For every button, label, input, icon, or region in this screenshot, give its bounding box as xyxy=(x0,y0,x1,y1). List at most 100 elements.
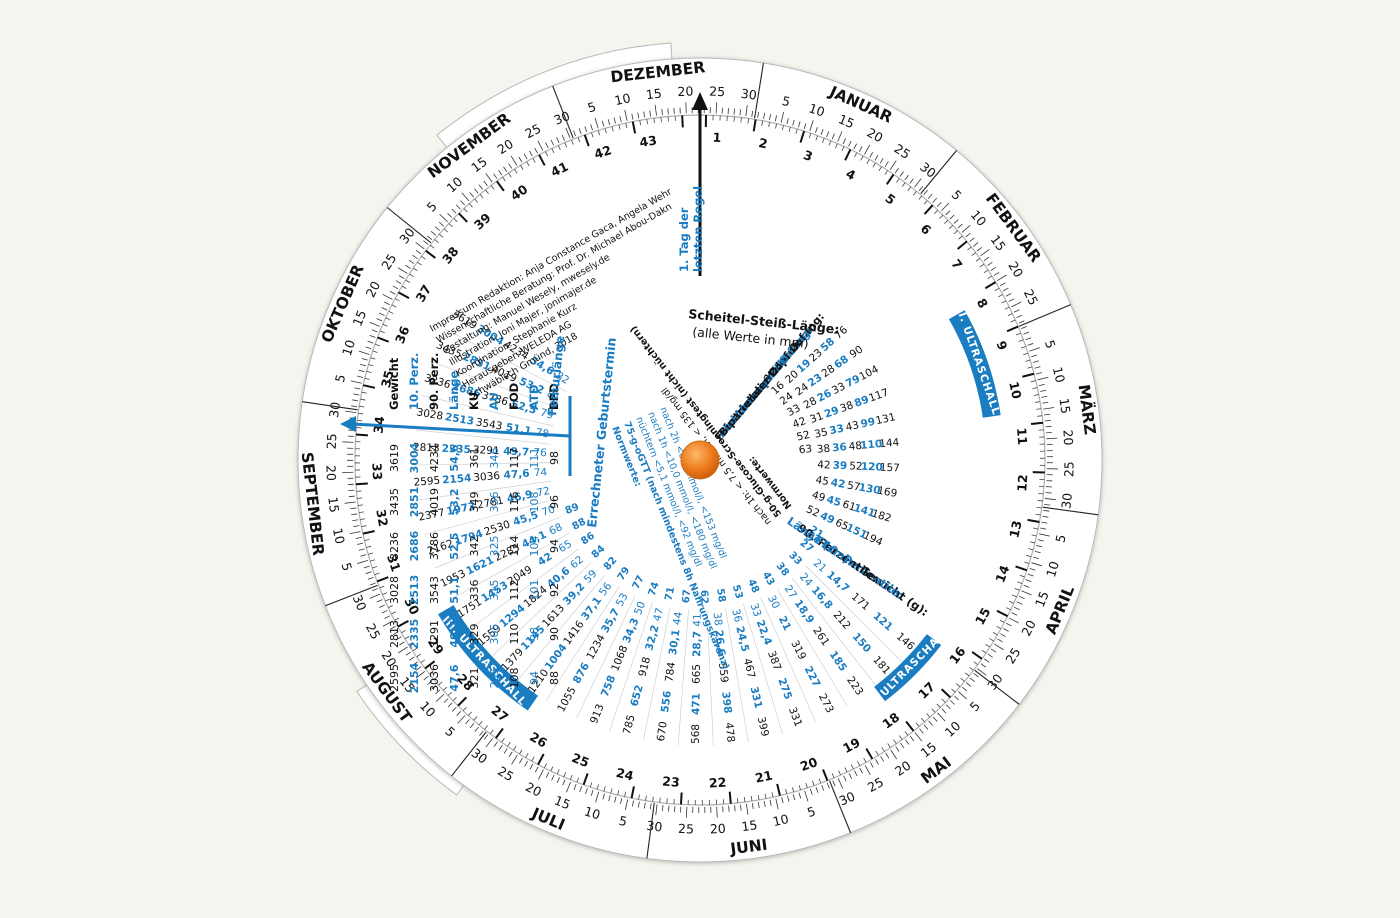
day-number: 20 xyxy=(1060,429,1076,446)
fan-cell: 568 xyxy=(690,724,702,744)
left-cell: 315 xyxy=(488,580,501,601)
left-cell: 336 xyxy=(488,492,501,513)
left-cell: 90 xyxy=(548,627,561,641)
week-number: 23 xyxy=(662,773,681,790)
left-cell: 342 xyxy=(468,536,481,557)
week-tick xyxy=(730,792,731,804)
day-tick xyxy=(717,807,718,818)
upper-cell: 57 xyxy=(846,480,861,494)
upper-cell: 36 xyxy=(832,441,848,454)
week-number: 33 xyxy=(369,463,385,481)
day-number: 15 xyxy=(645,85,663,102)
left-label: FOD xyxy=(507,383,521,410)
day-sub-tick xyxy=(737,798,738,803)
fan-cell: 28,7 xyxy=(691,631,703,657)
upper-cell: 45 xyxy=(815,474,830,488)
left-cell: 117 xyxy=(508,448,521,469)
day-sub-tick xyxy=(357,498,362,499)
left-cell: 110 xyxy=(508,624,521,645)
left-cell: 3543 xyxy=(428,576,441,604)
center-knob[interactable] xyxy=(681,441,719,479)
left-label: ATD xyxy=(527,385,541,410)
left-cell: 3619 xyxy=(388,444,401,472)
left-cell: 346 xyxy=(488,448,501,469)
left-cell: 108 xyxy=(528,492,541,513)
day-number: 20 xyxy=(709,821,726,837)
left-cell: 108 xyxy=(508,668,521,689)
upper-cell: 52 xyxy=(849,460,863,473)
fan-cell: 398 xyxy=(719,691,733,714)
fan-cell: 3036 xyxy=(473,470,501,484)
day-number: 25 xyxy=(1061,461,1076,477)
left-cell: 116 xyxy=(508,492,521,513)
week-tick xyxy=(356,483,368,484)
left-cell: 94 xyxy=(528,671,541,685)
day-sub-tick xyxy=(661,117,662,122)
left-cell: 3004 xyxy=(408,442,421,473)
day-number: 20 xyxy=(323,465,339,481)
day-number: 15 xyxy=(325,496,342,514)
left-cell: 4234 xyxy=(428,444,441,472)
left-cell: 88 xyxy=(548,671,561,685)
week-tick xyxy=(1031,423,1043,424)
day-tick xyxy=(342,442,353,443)
left-cell: 53,2 xyxy=(448,488,461,515)
upper-cell: 48 xyxy=(848,440,862,453)
day-number: 30 xyxy=(646,818,664,835)
left-cell: 3786 xyxy=(428,532,441,560)
day-number: 30 xyxy=(326,401,343,419)
week-number: 11 xyxy=(1014,427,1030,445)
fan-cell: 2595 xyxy=(413,475,441,489)
upper-cell: 38 xyxy=(816,443,830,456)
week-tick xyxy=(356,434,368,435)
lmp-label-line: 1. Tag der xyxy=(677,207,691,272)
left-cell: 3236 xyxy=(388,532,401,560)
left-cell: 98 xyxy=(548,451,561,465)
upper-cell: 120 xyxy=(861,461,883,474)
upper-cell: 39 xyxy=(832,460,847,473)
left-cell: 3028 xyxy=(388,576,401,604)
lmp-label-line: letzten Regel xyxy=(691,186,705,272)
day-tick xyxy=(668,806,669,812)
left-cell: 47,6 xyxy=(448,664,461,691)
left-label: 10. Perz. xyxy=(407,353,421,410)
left-cell: 96 xyxy=(548,495,561,509)
day-tick xyxy=(1045,493,1051,494)
left-cell: 112 xyxy=(508,580,521,601)
left-cell: 104 xyxy=(528,536,541,557)
left-cell: 2686 xyxy=(408,530,421,561)
week-tick xyxy=(681,792,682,804)
day-tick xyxy=(716,102,717,113)
day-number: 25 xyxy=(678,821,694,837)
day-number: 30 xyxy=(740,86,758,103)
upper-cell: 42 xyxy=(817,459,831,472)
ssl-value: 63 xyxy=(798,443,812,456)
left-cell: 3036 xyxy=(428,664,441,692)
left-cell: 3291 xyxy=(428,620,441,648)
day-number: 25 xyxy=(709,84,726,100)
day-number: 10 xyxy=(330,527,348,546)
left-cell: 305 xyxy=(488,624,501,645)
left-cell: 336 xyxy=(468,580,481,601)
left-cell: 2813 xyxy=(388,620,401,648)
left-cell: 51,1 xyxy=(448,576,461,603)
left-cell: 329 xyxy=(468,624,481,645)
left-cell: 321 xyxy=(468,668,481,689)
fan-inner-cell: 58 xyxy=(714,588,727,603)
left-cell: 111 xyxy=(528,448,541,469)
left-cell: 101 xyxy=(528,580,541,601)
day-number: 30 xyxy=(1058,492,1075,510)
fan-cell: 44 xyxy=(671,611,685,626)
left-cell: 4019 xyxy=(428,488,441,516)
left-cell: 361 xyxy=(468,448,481,469)
left-cell: 92 xyxy=(548,583,561,597)
week-number: 1 xyxy=(712,130,721,145)
left-cell: 325 xyxy=(488,536,501,557)
upper-cell: 42 xyxy=(830,477,846,491)
day-tick xyxy=(1045,426,1051,427)
fan-cell: 2154 xyxy=(442,472,472,486)
week-number: 22 xyxy=(709,775,727,791)
day-number: 15 xyxy=(1056,397,1073,415)
